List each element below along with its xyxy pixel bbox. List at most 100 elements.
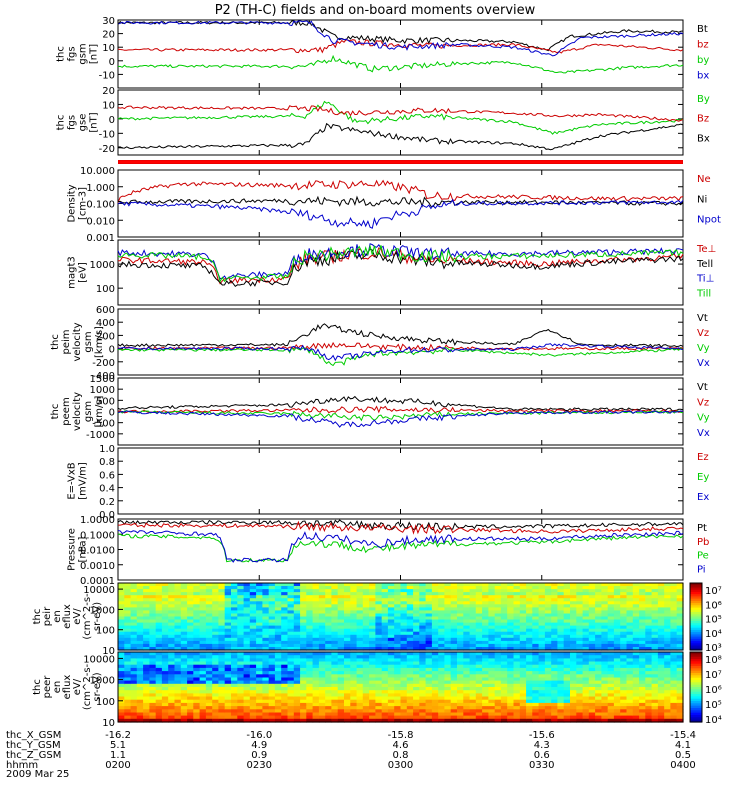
spectrogram-cell [237,658,245,663]
spectrogram-cell [180,628,188,633]
spectrogram-cell [356,604,364,608]
spectrogram-cell [601,715,609,720]
spectrogram-cell [306,661,314,666]
spectrogram-cell [325,647,333,651]
spectrogram-cell [413,658,420,663]
spectrogram-cell [287,658,295,663]
spectrogram-cell [124,677,132,682]
spectrogram-cell [607,702,615,707]
spectrogram-cell [626,674,634,679]
spectrogram-cell [249,619,257,624]
spectrogram-cell [507,628,515,633]
footer-value: 0200 [105,760,130,771]
y-tick-label: 500 [96,396,115,407]
colorbar-cell [690,587,702,591]
spectrogram-cell [582,671,590,675]
spectrogram-cell [500,604,508,608]
spectrogram-cell [168,640,176,645]
spectrogram-cell [331,661,339,666]
spectrogram-cell [306,625,314,630]
colorbar-cell [690,627,702,631]
spectrogram-cell [400,625,408,630]
spectrogram-cell [118,661,125,666]
spectrogram-cell [488,687,496,691]
spectrogram-cell [312,634,320,639]
spectrogram-cell [457,583,464,587]
spectrogram-cell [645,613,653,618]
spectrogram-cell [344,604,351,608]
spectrogram-cell [331,683,339,688]
spectrogram-cell [469,637,477,642]
spectrogram-cell [199,643,207,648]
spectrogram-cell [582,718,590,723]
spectrogram-cell [626,607,634,611]
spectrogram-cell [519,661,527,666]
spectrogram-cell [425,696,433,701]
spectrogram-cell [193,598,201,602]
spectrogram-cell [457,687,464,691]
spectrogram-cell [224,601,232,605]
spectrogram-cell [406,712,414,717]
spectrogram-cell [212,647,220,651]
spectrogram-cell [118,652,125,656]
spectrogram-cell [676,643,684,648]
spectrogram-cell [607,690,615,694]
spectrogram-cell [387,658,395,663]
spectrogram-cell [607,640,615,645]
spectrogram-cell [431,696,439,701]
spectrogram-cell [256,696,263,701]
spectrogram-cell [312,613,320,618]
spectrogram-cell [538,696,546,701]
spectrogram-cell [425,598,433,602]
spectrogram-cell [369,696,376,701]
spectrogram-cell [507,655,515,659]
spectrogram-cell [438,671,446,675]
spectrogram-cell [174,693,182,698]
spectrogram-cell [532,598,540,602]
spectrogram-cell [570,680,577,685]
spectrogram-cell [538,667,546,672]
spectrogram-cell [482,655,489,659]
spectrogram-cell [538,674,546,679]
spectrogram-cell [444,712,452,717]
spectrogram-cell [394,625,402,630]
spectrogram-cell [626,671,634,675]
spectrogram-cell [387,586,395,590]
spectrogram-cell [174,715,182,720]
spectrogram-cell [369,622,376,627]
spectrogram-cell [287,683,295,688]
spectrogram-cell [243,607,251,611]
spectrogram-cell [507,643,515,648]
spectrogram-cell [136,589,144,593]
spectrogram-cell [218,598,226,602]
panel-frame [117,89,684,156]
spectrogram-cell [544,619,552,624]
spectrogram-cell [645,699,653,704]
spectrogram-cell [526,652,533,656]
y-axis-label: [nT] [89,44,100,64]
spectrogram-cell [507,696,515,701]
spectrogram-cell [576,718,584,723]
spectrogram-cell [651,658,659,663]
spectrogram-cell [149,667,157,672]
spectrogram-cell [431,664,439,669]
spectrogram-cell [413,589,420,593]
y-axis-label: Pressure [67,528,78,571]
spectrogram-cell [438,718,446,723]
spectrogram-cell [362,709,370,714]
spectrogram-cell [274,677,282,682]
spectrogram-cell [601,619,609,624]
quality-flag-fill [119,161,682,163]
spectrogram-cell [513,604,521,608]
y-axis-label: thc [56,46,67,62]
spectrogram-cell [212,625,220,630]
spectrogram-cell [676,680,684,685]
spectrogram-cell [155,655,163,659]
spectrogram-cell [287,610,295,614]
colorbar-cell [690,600,702,604]
spectrogram-cell [143,625,150,630]
spectrogram-cell [632,671,640,675]
spectrogram-cell [419,702,427,707]
spectrogram-cell [413,598,420,602]
spectrogram-cell [639,607,646,611]
